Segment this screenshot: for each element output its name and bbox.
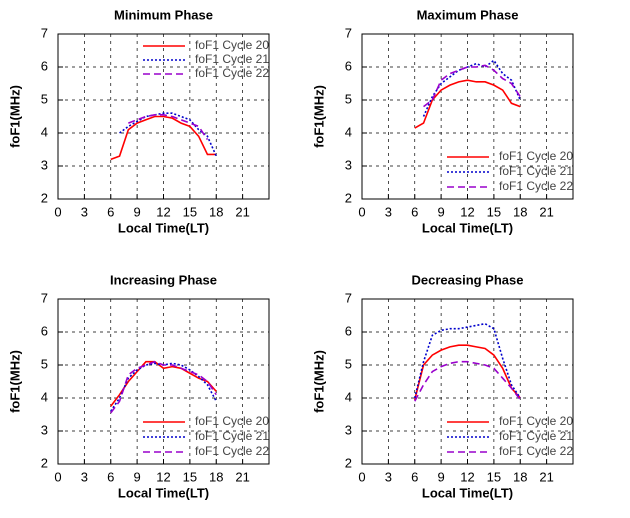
y-axis-label: foF1(MHz) <box>7 85 22 148</box>
x-tick-label: 3 <box>385 204 392 219</box>
legend-label: foF1 Cycle 21 <box>499 429 573 443</box>
x-tick-label: 3 <box>81 204 88 219</box>
legend-label: foF1 Cycle 22 <box>195 444 269 458</box>
y-tick-label: 6 <box>345 58 352 73</box>
x-tick-label: 18 <box>513 204 527 219</box>
x-axis-label: Local Time(LT) <box>118 485 209 500</box>
y-tick-label: 7 <box>41 290 48 305</box>
y-tick-label: 2 <box>41 455 48 470</box>
y-tick-label: 4 <box>345 389 352 404</box>
y-axis-label: foF1(MHz) <box>7 350 22 413</box>
y-tick-label: 5 <box>41 91 48 106</box>
data-line <box>128 114 209 141</box>
x-axis-label: Local Time(LT) <box>422 220 513 235</box>
x-tick-label: 9 <box>134 204 141 219</box>
x-tick-label: 9 <box>134 469 141 484</box>
x-axis-label: Local Time(LT) <box>422 485 513 500</box>
y-tick-label: 5 <box>345 91 352 106</box>
y-tick-label: 4 <box>345 124 352 139</box>
chart-title: Minimum Phase <box>114 7 213 22</box>
y-tick-label: 4 <box>41 389 48 404</box>
y-tick-label: 5 <box>41 356 48 371</box>
y-tick-label: 2 <box>345 455 352 470</box>
plot-frame <box>57 33 270 200</box>
y-tick-label: 6 <box>41 323 48 338</box>
x-axis-label: Local Time(LT) <box>118 220 209 235</box>
legend-label: foF1 Cycle 20 <box>195 414 269 428</box>
legend-label: foF1 Cycle 20 <box>195 38 269 52</box>
x-tick-label: 9 <box>438 204 445 219</box>
x-tick-label: 9 <box>438 469 445 484</box>
y-tick-label: 7 <box>41 25 48 40</box>
y-tick-label: 2 <box>345 190 352 205</box>
legend-label: foF1 Cycle 22 <box>499 179 573 193</box>
x-tick-label: 18 <box>209 469 223 484</box>
y-tick-label: 5 <box>345 356 352 371</box>
x-tick-label: 21 <box>235 204 249 219</box>
x-tick-label: 18 <box>209 204 223 219</box>
data-line <box>423 64 521 108</box>
x-tick-label: 0 <box>358 469 365 484</box>
y-tick-label: 7 <box>345 290 352 305</box>
x-tick-label: 3 <box>81 469 88 484</box>
plot-frame <box>361 33 574 200</box>
y-tick-label: 2 <box>41 190 48 205</box>
y-tick-label: 3 <box>345 157 352 172</box>
x-tick-label: 12 <box>156 469 170 484</box>
x-tick-label: 0 <box>358 204 365 219</box>
x-tick-label: 12 <box>460 469 474 484</box>
x-tick-label: 6 <box>107 469 114 484</box>
x-tick-label: 15 <box>487 204 501 219</box>
legend-label: foF1 Cycle 21 <box>195 429 269 443</box>
x-tick-label: 12 <box>460 204 474 219</box>
y-tick-label: 6 <box>41 58 48 73</box>
y-tick-label: 3 <box>41 422 48 437</box>
data-line <box>110 115 217 161</box>
x-tick-label: 15 <box>183 469 197 484</box>
x-tick-label: 12 <box>156 204 170 219</box>
plot-frame <box>57 298 270 465</box>
chart-title: Decreasing Phase <box>411 272 523 287</box>
x-tick-label: 21 <box>539 469 553 484</box>
x-tick-label: 15 <box>183 204 197 219</box>
data-line <box>413 322 521 399</box>
chart-title: Increasing Phase <box>110 272 217 287</box>
legend-label: foF1 Cycle 22 <box>499 444 573 458</box>
data-line <box>413 344 521 400</box>
x-tick-label: 0 <box>54 469 61 484</box>
x-tick-label: 6 <box>411 204 418 219</box>
y-tick-label: 3 <box>41 157 48 172</box>
chart-title: Maximum Phase <box>417 7 519 22</box>
x-tick-label: 6 <box>411 469 418 484</box>
x-tick-label: 3 <box>385 469 392 484</box>
y-tick-label: 6 <box>345 323 352 338</box>
x-tick-label: 21 <box>235 469 249 484</box>
legend-label: foF1 Cycle 21 <box>195 52 269 66</box>
x-tick-label: 6 <box>107 204 114 219</box>
data-line <box>414 79 521 129</box>
y-axis-label: foF1(MHz) <box>311 350 326 413</box>
x-tick-label: 18 <box>513 469 527 484</box>
data-line <box>110 360 217 414</box>
y-tick-label: 4 <box>41 124 48 139</box>
x-tick-label: 0 <box>54 204 61 219</box>
legend-label: foF1 Cycle 22 <box>195 66 269 80</box>
x-tick-label: 15 <box>487 469 501 484</box>
y-tick-label: 7 <box>345 25 352 40</box>
data-line <box>110 360 217 407</box>
y-tick-label: 3 <box>345 422 352 437</box>
data-line <box>422 59 521 117</box>
x-tick-label: 21 <box>539 204 553 219</box>
data-line <box>414 360 521 402</box>
legend-label: foF1 Cycle 20 <box>499 149 573 163</box>
y-axis-label: foF1(MHz) <box>311 85 326 148</box>
legend-label: foF1 Cycle 20 <box>499 414 573 428</box>
plot-frame <box>361 298 574 465</box>
legend-label: foF1 Cycle 21 <box>499 164 573 178</box>
data-line <box>119 112 217 157</box>
